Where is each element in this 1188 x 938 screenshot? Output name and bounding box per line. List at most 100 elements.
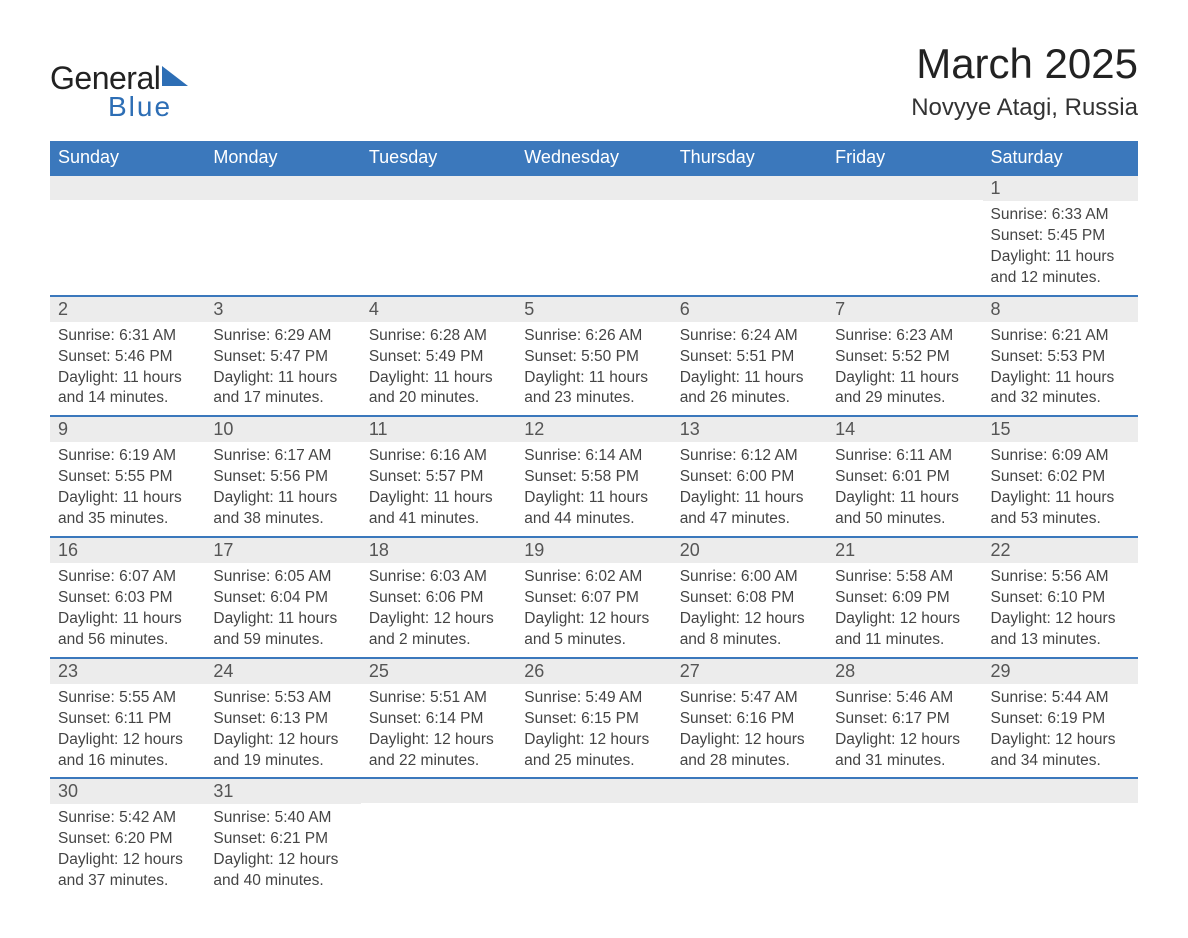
sunset-line: Sunset: 5:45 PM (991, 226, 1130, 247)
day-number (516, 779, 671, 803)
day-number: 24 (205, 659, 360, 684)
sunset-line: Sunset: 5:58 PM (524, 467, 663, 488)
day-body (983, 803, 1138, 834)
calendar-cell: 19Sunrise: 6:02 AMSunset: 6:07 PMDayligh… (516, 537, 671, 658)
day-number: 12 (516, 417, 671, 442)
sunrise-line: Sunrise: 5:47 AM (680, 688, 819, 709)
day-number: 27 (672, 659, 827, 684)
calendar-cell: 21Sunrise: 5:58 AMSunset: 6:09 PMDayligh… (827, 537, 982, 658)
sunrise-line: Sunrise: 5:53 AM (213, 688, 352, 709)
day-body: Sunrise: 6:12 AMSunset: 6:00 PMDaylight:… (672, 442, 827, 536)
day-number: 2 (50, 297, 205, 322)
sunrise-line: Sunrise: 5:42 AM (58, 808, 197, 829)
calendar-cell: 26Sunrise: 5:49 AMSunset: 6:15 PMDayligh… (516, 658, 671, 779)
sunrise-line: Sunrise: 6:26 AM (524, 326, 663, 347)
calendar-cell: 3Sunrise: 6:29 AMSunset: 5:47 PMDaylight… (205, 296, 360, 417)
day-body (516, 803, 671, 834)
day-body: Sunrise: 6:26 AMSunset: 5:50 PMDaylight:… (516, 322, 671, 416)
sunset-line: Sunset: 5:56 PM (213, 467, 352, 488)
day-body: Sunrise: 6:23 AMSunset: 5:52 PMDaylight:… (827, 322, 982, 416)
daylight-line: Daylight: 11 hours and 29 minutes. (835, 368, 974, 410)
calendar-cell (50, 175, 205, 296)
sunrise-line: Sunrise: 6:02 AM (524, 567, 663, 588)
day-number: 14 (827, 417, 982, 442)
calendar-cell: 7Sunrise: 6:23 AMSunset: 5:52 PMDaylight… (827, 296, 982, 417)
sunset-line: Sunset: 6:08 PM (680, 588, 819, 609)
dow-header: Sunday (50, 141, 205, 175)
day-body: Sunrise: 5:55 AMSunset: 6:11 PMDaylight:… (50, 684, 205, 778)
sunset-line: Sunset: 6:20 PM (58, 829, 197, 850)
calendar-week: 23Sunrise: 5:55 AMSunset: 6:11 PMDayligh… (50, 658, 1138, 779)
daylight-line: Daylight: 12 hours and 34 minutes. (991, 730, 1130, 772)
day-number: 5 (516, 297, 671, 322)
calendar-cell (827, 175, 982, 296)
sunset-line: Sunset: 6:04 PM (213, 588, 352, 609)
day-body: Sunrise: 5:56 AMSunset: 6:10 PMDaylight:… (983, 563, 1138, 657)
day-number (827, 779, 982, 803)
day-body: Sunrise: 5:51 AMSunset: 6:14 PMDaylight:… (361, 684, 516, 778)
calendar-cell: 27 Sunrise: 5:47 AMSunset: 6:16 PMDayligh… (672, 658, 827, 779)
sunset-line: Sunset: 5:53 PM (991, 347, 1130, 368)
calendar-cell: 18Sunrise: 6:03 AMSunset: 6:06 PMDayligh… (361, 537, 516, 658)
calendar-cell: 20Sunrise: 6:00 AMSunset: 6:08 PMDayligh… (672, 537, 827, 658)
calendar-cell (672, 778, 827, 898)
day-number: 8 (983, 297, 1138, 322)
sunset-line: Sunset: 6:10 PM (991, 588, 1130, 609)
logo-triangle-icon (162, 66, 188, 91)
day-body: Sunrise: 6:09 AMSunset: 6:02 PMDaylight:… (983, 442, 1138, 536)
sunrise-line: Sunrise: 5:55 AM (58, 688, 197, 709)
sunset-line: Sunset: 5:55 PM (58, 467, 197, 488)
calendar-cell: 22Sunrise: 5:56 AMSunset: 6:10 PMDayligh… (983, 537, 1138, 658)
sunrise-line: Sunrise: 6:19 AM (58, 446, 197, 467)
daylight-line: Daylight: 11 hours and 41 minutes. (369, 488, 508, 530)
day-body: Sunrise: 5:49 AMSunset: 6:15 PMDaylight:… (516, 684, 671, 778)
daylight-line: Daylight: 12 hours and 2 minutes. (369, 609, 508, 651)
day-number: 21 (827, 538, 982, 563)
sunrise-line: Sunrise: 6:11 AM (835, 446, 974, 467)
sunset-line: Sunset: 5:51 PM (680, 347, 819, 368)
daylight-line: Daylight: 12 hours and 28 minutes. (680, 730, 819, 772)
calendar-cell: 11Sunrise: 6:16 AMSunset: 5:57 PMDayligh… (361, 416, 516, 537)
day-number: 23 (50, 659, 205, 684)
sunset-line: Sunset: 5:50 PM (524, 347, 663, 368)
sunset-line: Sunset: 5:57 PM (369, 467, 508, 488)
day-number: 3 (205, 297, 360, 322)
sunset-line: Sunset: 6:16 PM (680, 709, 819, 730)
sunrise-line: Sunrise: 6:29 AM (213, 326, 352, 347)
sunset-line: Sunset: 6:21 PM (213, 829, 352, 850)
day-number: 11 (361, 417, 516, 442)
calendar-cell: 6Sunrise: 6:24 AMSunset: 5:51 PMDaylight… (672, 296, 827, 417)
calendar-cell: 17Sunrise: 6:05 AMSunset: 6:04 PMDayligh… (205, 537, 360, 658)
daylight-line: Daylight: 11 hours and 47 minutes. (680, 488, 819, 530)
day-body (361, 803, 516, 834)
daylight-line: Daylight: 11 hours and 50 minutes. (835, 488, 974, 530)
daylight-line: Daylight: 11 hours and 38 minutes. (213, 488, 352, 530)
day-body (516, 200, 671, 231)
calendar-cell: 2Sunrise: 6:31 AMSunset: 5:46 PMDaylight… (50, 296, 205, 417)
location: Novyye Atagi, Russia (911, 94, 1138, 122)
sunset-line: Sunset: 6:01 PM (835, 467, 974, 488)
calendar-head: SundayMondayTuesdayWednesdayThursdayFrid… (50, 141, 1138, 175)
sunrise-line: Sunrise: 6:23 AM (835, 326, 974, 347)
daylight-line: Daylight: 12 hours and 22 minutes. (369, 730, 508, 772)
day-number: 31 (205, 779, 360, 804)
day-body: Sunrise: 6:31 AMSunset: 5:46 PMDaylight:… (50, 322, 205, 416)
day-body: Sunrise: 6:14 AMSunset: 5:58 PMDaylight:… (516, 442, 671, 536)
sunset-line: Sunset: 6:09 PM (835, 588, 974, 609)
calendar-cell (361, 175, 516, 296)
calendar-week: 16Sunrise: 6:07 AMSunset: 6:03 PMDayligh… (50, 537, 1138, 658)
calendar-cell (827, 778, 982, 898)
sunrise-line: Sunrise: 6:05 AM (213, 567, 352, 588)
calendar-week: 2Sunrise: 6:31 AMSunset: 5:46 PMDaylight… (50, 296, 1138, 417)
calendar-cell (516, 175, 671, 296)
daylight-line: Daylight: 11 hours and 44 minutes. (524, 488, 663, 530)
day-body: Sunrise: 5:53 AMSunset: 6:13 PMDaylight:… (205, 684, 360, 778)
day-body: Sunrise: 5:42 AMSunset: 6:20 PMDaylight:… (50, 804, 205, 898)
calendar-cell (361, 778, 516, 898)
day-body: Sunrise: 6:02 AMSunset: 6:07 PMDaylight:… (516, 563, 671, 657)
calendar-cell (205, 175, 360, 296)
dow-header: Wednesday (516, 141, 671, 175)
day-number (672, 176, 827, 200)
daylight-line: Daylight: 11 hours and 23 minutes. (524, 368, 663, 410)
sunset-line: Sunset: 6:14 PM (369, 709, 508, 730)
